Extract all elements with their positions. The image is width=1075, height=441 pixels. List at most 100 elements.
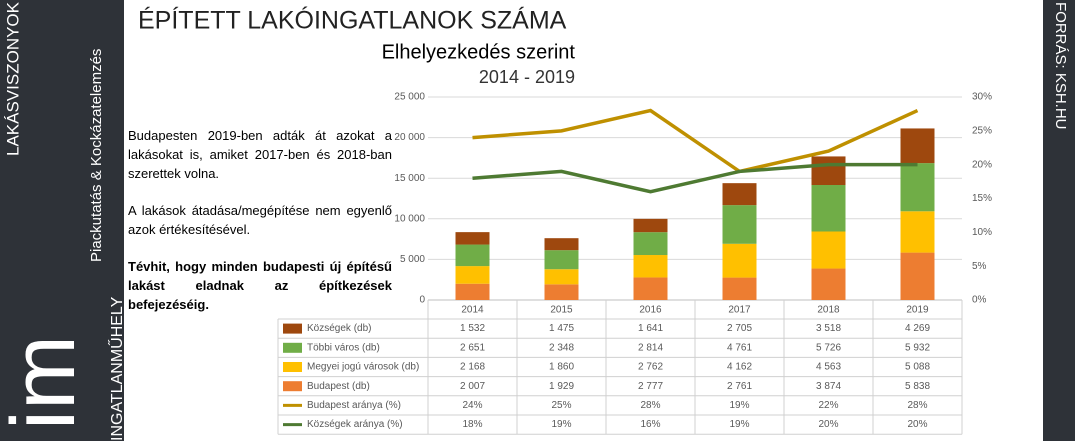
source-strip: [1043, 0, 1075, 441]
x-tick-label: 2018: [817, 305, 840, 316]
table-value: 1 860: [549, 362, 574, 373]
brand-top: LAKÁSVISZONYOK: [3, 1, 22, 156]
table-value: 19%: [551, 419, 571, 430]
bar: [900, 252, 935, 300]
y-tick-label: 10 000: [394, 213, 425, 224]
bar: [900, 211, 935, 253]
table-value: 1 532: [460, 323, 485, 334]
brand-tagline: Piackutatás & Kockázatelemzés: [88, 49, 105, 262]
y-tick-label: 15 000: [394, 173, 425, 184]
table-value: 28%: [907, 400, 927, 411]
chart-title: ÉPÍTETT LAKÓINGATLANOK SZÁMA: [138, 6, 567, 35]
y2-tick-label: 15%: [972, 193, 992, 204]
table-value: 2 762: [638, 362, 663, 373]
legend-label: Községek aránya (%): [307, 419, 403, 430]
bar: [722, 183, 757, 206]
bar: [900, 128, 935, 164]
bar: [633, 277, 668, 300]
bar: [455, 232, 490, 245]
side-paragraph: Tévhit, hogy minden budapesti új építésű…: [128, 259, 392, 312]
table-value: 5 838: [905, 381, 930, 392]
table-value: 5 932: [905, 342, 930, 353]
brand-name: INGATLANMŰHELY: [107, 296, 126, 441]
table-value: 2 348: [549, 342, 574, 353]
table-value: 4 269: [905, 323, 930, 334]
table-value: 20%: [907, 419, 927, 430]
bar: [544, 250, 579, 270]
legend-label: Többi város (db): [307, 342, 380, 353]
side-text: Budapesten 2019-ben adták át azokat a la…: [128, 126, 392, 332]
bar: [544, 269, 579, 285]
table-value: 2 705: [727, 323, 752, 334]
table-value: 3 874: [816, 381, 841, 392]
bar: [722, 205, 757, 244]
chart-subtitle: Elhelyezkedés szerint: [382, 41, 576, 63]
table-value: 1 475: [549, 323, 574, 334]
table-value: 18%: [462, 419, 482, 430]
y-tick-label: 25 000: [394, 92, 425, 103]
bar: [722, 277, 757, 300]
bar: [544, 238, 579, 251]
table-value: 22%: [818, 400, 838, 411]
bar: [633, 255, 668, 278]
legend-swatch: [283, 342, 302, 353]
y2-tick-label: 25%: [972, 125, 992, 136]
y2-tick-label: 0%: [972, 295, 987, 306]
line: [472, 108, 919, 174]
y2-tick-label: 20%: [972, 159, 992, 170]
table-value: 1 641: [638, 323, 663, 334]
table-value: 2 761: [727, 381, 752, 392]
table-value: 24%: [462, 400, 482, 411]
source: FORRÁS: KSH.HU: [1052, 2, 1069, 130]
table-value: 20%: [818, 419, 838, 430]
bar: [455, 244, 490, 267]
table-value: 4 162: [727, 362, 752, 373]
bar: [811, 184, 846, 232]
table-value: 19%: [729, 400, 749, 411]
y2-tick-label: 10%: [972, 227, 992, 238]
table-value: 4 761: [727, 342, 752, 353]
side-paragraph: Budapesten 2019-ben adták át azokat a la…: [128, 128, 392, 181]
legend-swatch: [283, 323, 302, 334]
legend-swatch: [283, 381, 302, 392]
bar: [455, 266, 490, 284]
bar: [455, 283, 490, 300]
x-tick-label: 2017: [728, 305, 751, 316]
bar: [722, 243, 757, 278]
bar: [633, 232, 668, 256]
table-value: 19%: [729, 419, 749, 430]
bar: [900, 163, 935, 212]
brand-logo: im: [0, 335, 94, 430]
table-value: 5 726: [816, 342, 841, 353]
table-value: 1 929: [549, 381, 574, 392]
bar: [811, 231, 846, 269]
y-tick-label: 20 000: [394, 132, 425, 143]
side-paragraph: A lakások átadása/megépítése nem egyenlő…: [128, 203, 392, 237]
table-value: 2 168: [460, 362, 485, 373]
table-value: 25%: [551, 400, 571, 411]
table-value: 28%: [640, 400, 660, 411]
y-tick-label: 0: [419, 295, 425, 306]
legend-label: Megyei jogú városok (db): [307, 362, 419, 373]
y2-tick-label: 5%: [972, 261, 987, 272]
y-tick-label: 5 000: [400, 254, 425, 265]
bar: [811, 268, 846, 300]
bar: [633, 218, 668, 233]
bar: [811, 156, 846, 185]
x-tick-label: 2019: [906, 305, 929, 316]
table-value: 5 088: [905, 362, 930, 373]
brand-strip: [0, 0, 124, 441]
legend-label: Községek (db): [307, 323, 371, 334]
table-value: 16%: [640, 419, 660, 430]
bar: [544, 284, 579, 300]
legend-label: Budapest (db): [307, 381, 370, 392]
line: [472, 162, 918, 194]
table-value: 3 518: [816, 323, 841, 334]
table-value: 2 007: [460, 381, 485, 392]
legend-swatch: [283, 362, 302, 372]
legend-label: Budapest aránya (%): [307, 400, 401, 411]
y2-tick-label: 30%: [972, 92, 992, 103]
table-value: 2 777: [638, 381, 663, 392]
